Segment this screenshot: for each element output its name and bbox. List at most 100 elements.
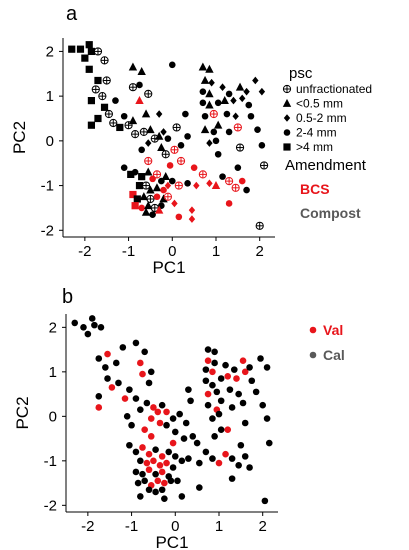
data-point bbox=[219, 173, 226, 180]
data-point bbox=[187, 397, 194, 405]
panel-a-label: a bbox=[66, 3, 78, 25]
data-point bbox=[100, 56, 109, 65]
y-tick-label: 2 bbox=[49, 319, 57, 336]
data-point bbox=[121, 395, 129, 402]
data-point bbox=[147, 415, 155, 422]
data-point bbox=[252, 76, 259, 85]
panel-b-x-axis-label: PC1 bbox=[155, 533, 188, 550]
x-tick-label: 0 bbox=[171, 518, 179, 535]
data-point bbox=[241, 453, 249, 460]
data-point bbox=[158, 486, 166, 494]
data-point bbox=[141, 477, 148, 485]
data-point bbox=[176, 410, 183, 418]
data-point bbox=[222, 450, 229, 458]
data-point bbox=[219, 83, 226, 91]
data-point bbox=[235, 390, 242, 398]
data-point bbox=[132, 395, 140, 402]
x-tick-label: 2 bbox=[256, 243, 264, 260]
data-point bbox=[185, 455, 192, 462]
data-point bbox=[228, 404, 236, 411]
data-point bbox=[210, 128, 218, 136]
data-point bbox=[259, 401, 267, 409]
data-point bbox=[145, 486, 153, 494]
panel-a-x-axis-label: PC1 bbox=[152, 258, 185, 277]
panel-b-y-axis-label: PC2 bbox=[13, 396, 32, 429]
data-point bbox=[120, 164, 128, 171]
data-point bbox=[150, 404, 157, 411]
data-point bbox=[68, 45, 76, 53]
data-point bbox=[158, 468, 166, 476]
data-point bbox=[214, 150, 222, 158]
legend-amendment-title: Amendment bbox=[285, 157, 367, 174]
data-point bbox=[104, 109, 113, 119]
data-point bbox=[104, 350, 111, 358]
data-point bbox=[152, 183, 162, 192]
legend-psc-label: 2-4 mm bbox=[296, 126, 337, 140]
data-point bbox=[235, 461, 242, 469]
data-point bbox=[87, 121, 96, 129]
data-point bbox=[145, 139, 152, 147]
data-point bbox=[243, 186, 250, 194]
data-point bbox=[76, 45, 85, 53]
data-point bbox=[163, 192, 173, 201]
data-point bbox=[152, 446, 159, 454]
data-point bbox=[132, 448, 140, 456]
data-point bbox=[205, 100, 214, 109]
data-point bbox=[225, 128, 233, 136]
data-point bbox=[152, 170, 162, 179]
data-point bbox=[109, 118, 118, 128]
data-point bbox=[137, 66, 146, 75]
data-point bbox=[138, 204, 145, 212]
data-point bbox=[184, 180, 191, 187]
data-point bbox=[225, 90, 233, 98]
data-point bbox=[189, 433, 197, 440]
data-point bbox=[201, 112, 209, 120]
data-point bbox=[230, 96, 237, 105]
data-point bbox=[164, 181, 172, 190]
data-point bbox=[152, 470, 159, 478]
data-point bbox=[149, 211, 156, 218]
data-point bbox=[161, 150, 170, 159]
data-point bbox=[108, 384, 116, 391]
data-point bbox=[239, 94, 246, 103]
data-point bbox=[131, 202, 139, 210]
data-point bbox=[139, 444, 146, 451]
panel-b-axes: -2 -1 0 1 2 -2 -1 0 1 2 bbox=[44, 314, 278, 535]
data-point bbox=[215, 410, 223, 418]
data-point bbox=[246, 464, 253, 471]
data-point bbox=[171, 428, 179, 436]
legend-psc-marker bbox=[282, 98, 292, 107]
data-point bbox=[141, 207, 151, 216]
data-point bbox=[119, 344, 127, 351]
data-point bbox=[137, 406, 144, 413]
data-point bbox=[205, 89, 214, 98]
data-point bbox=[205, 64, 214, 73]
data-point bbox=[126, 386, 133, 393]
data-point bbox=[129, 190, 137, 199]
data-point bbox=[159, 194, 168, 203]
legend-amendment-bcs: BCS bbox=[300, 181, 330, 197]
data-point bbox=[163, 459, 170, 467]
data-point bbox=[169, 464, 177, 471]
data-point bbox=[193, 181, 200, 190]
data-point bbox=[212, 137, 220, 145]
data-point bbox=[88, 315, 96, 322]
x-tick-label: -1 bbox=[125, 518, 138, 535]
data-point bbox=[145, 450, 153, 458]
data-point bbox=[102, 76, 111, 85]
y-tick-label: 1 bbox=[46, 88, 54, 105]
data-point bbox=[243, 87, 250, 96]
data-point bbox=[225, 200, 233, 207]
panel-b-points bbox=[71, 315, 273, 505]
data-point bbox=[208, 78, 215, 87]
data-point bbox=[94, 114, 102, 123]
y-tick-label: -1 bbox=[44, 453, 57, 470]
data-point bbox=[144, 156, 153, 166]
data-point bbox=[156, 461, 164, 469]
data-point bbox=[141, 109, 151, 118]
data-point bbox=[238, 177, 246, 185]
data-point bbox=[215, 459, 223, 467]
data-point bbox=[258, 142, 266, 149]
data-point bbox=[147, 433, 155, 440]
data-point bbox=[193, 439, 201, 447]
